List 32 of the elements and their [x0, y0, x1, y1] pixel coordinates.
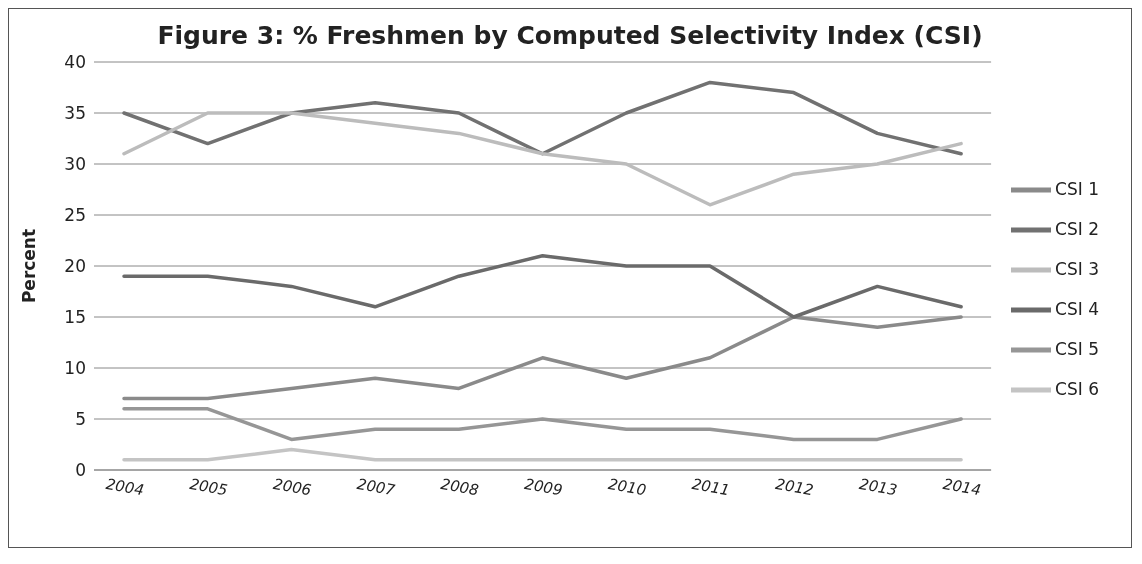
x-tick-label: 2008 [439, 474, 481, 500]
legend-label: CSI 2 [1055, 219, 1099, 239]
y-tick-label: 5 [75, 409, 86, 430]
legend-label: CSI 5 [1055, 339, 1099, 359]
y-tick-label: 20 [64, 256, 86, 277]
y-tick-label: 40 [64, 52, 86, 73]
line-series [122, 111, 963, 207]
x-tick-label: 2007 [355, 474, 397, 500]
x-tick-label: 2012 [774, 474, 815, 500]
y-axis-title: Percent [19, 228, 40, 304]
line-series [122, 80, 963, 156]
line-series [122, 407, 963, 442]
legend-label: CSI 6 [1055, 379, 1099, 399]
x-tick-label: 2014 [941, 474, 983, 500]
legend-label: CSI 4 [1055, 299, 1099, 319]
x-tick-label: 2009 [523, 474, 564, 500]
x-tick-label: 2011 [690, 474, 732, 500]
legend-label: CSI 3 [1055, 259, 1099, 279]
y-tick-label: 10 [64, 358, 86, 379]
x-tick-label: 2006 [271, 474, 313, 500]
y-tick-label: 35 [64, 103, 86, 124]
x-tick-label: 2005 [188, 474, 229, 500]
chart-title: Figure 3: % Freshmen by Computed Selectivity Index (CSI) [156, 21, 984, 50]
x-tick-label: 2010 [606, 474, 648, 500]
x-tick-label: 2013 [857, 474, 899, 500]
x-tick-label: 2004 [104, 474, 146, 500]
legend-label: CSI 1 [1055, 179, 1099, 199]
y-tick-label: 25 [64, 205, 86, 226]
y-tick-label: 30 [64, 154, 86, 175]
y-tick-label: 0 [75, 460, 86, 481]
line-series [122, 254, 963, 319]
y-tick-label: 15 [64, 307, 86, 328]
